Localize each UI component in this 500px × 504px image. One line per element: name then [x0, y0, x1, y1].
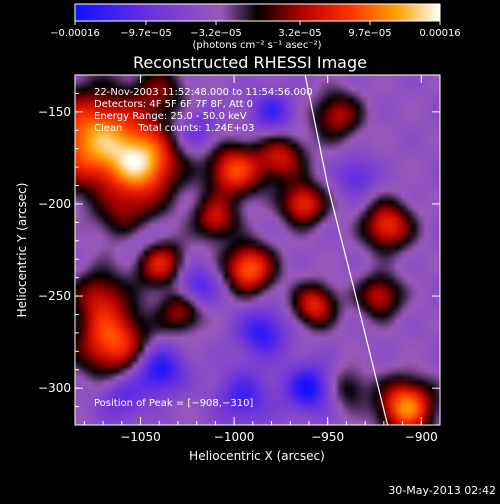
peak-position-label: Position of Peak = [−908,−310]: [94, 398, 253, 409]
x-axis-label: Heliocentric X (arcsec): [189, 449, 325, 463]
y-tick-label: −150: [38, 105, 71, 119]
y-axis-label: Heliocentric Y (arcsec): [15, 183, 29, 318]
colorbar-tick-label: −9.7e−05: [120, 28, 172, 39]
plot-frame: [74, 74, 441, 426]
y-tick-label: −250: [38, 289, 71, 303]
annotation-counts: Clean Total counts: 1.24E+03: [94, 123, 254, 134]
x-axis: −1050 −1000 −950 −900: [83, 75, 441, 444]
colorbar-ticks: [74, 21, 441, 25]
colorbar-tick-label: −3.2e−05: [190, 28, 242, 39]
footer-timestamp: 30-May-2013 02:42: [388, 484, 496, 497]
y-tick-label: −200: [38, 197, 71, 211]
colorbar-tick-label: 0.00016: [419, 28, 460, 39]
colorbar-units: (photons cm⁻² s⁻¹ asec⁻²): [192, 40, 321, 51]
colorbar-tick-label: −0.00016: [50, 28, 100, 39]
annotation-time: 22-Nov-2003 11:52:48.000 to 11:54:56.000: [94, 87, 313, 98]
annotation-energy: Energy Range: 25.0 - 50.0 keV: [94, 111, 247, 122]
x-tick-label: −950: [311, 430, 344, 444]
heatmap-image: [75, 75, 440, 425]
annotation-detectors: Detectors: 4F 5F 6F 7F 8F, Att 0: [94, 99, 253, 110]
solar-limb-line: [304, 75, 389, 425]
x-tick-label: −1000: [214, 430, 255, 444]
chart-title: Reconstructed RHESSI Image: [133, 53, 367, 72]
colorbar: [74, 3, 441, 22]
y-axis: −300 −250 −200 −150: [38, 74, 440, 426]
colorbar-tick-label: 9.7e−05: [348, 28, 391, 39]
x-tick-label: −900: [405, 430, 438, 444]
y-tick-label: −300: [38, 381, 71, 395]
x-tick-label: −1050: [120, 430, 161, 444]
colorbar-tick-label: 3.2e−05: [278, 28, 321, 39]
